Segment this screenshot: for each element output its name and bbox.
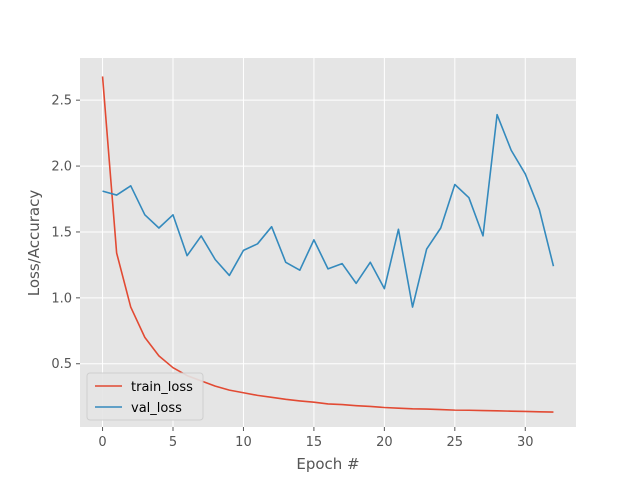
series-line-val-loss [102, 113, 555, 308]
y-tick-label: 0.5 [51, 357, 72, 372]
y-axis-ticks: 0.5 1.0 1.5 2.0 2.5 [51, 94, 80, 372]
legend: train_loss val_loss [86, 372, 204, 421]
legend-label-train-loss: train_loss [131, 380, 193, 395]
y-tick-label: 1.0 [51, 291, 72, 306]
y-tick-label: 2.0 [51, 160, 72, 175]
series-line-train-loss [101, 76, 554, 413]
x-tick-label: 5 [169, 435, 177, 450]
series-lines [101, 76, 555, 413]
grid [80, 58, 576, 427]
plot-background [80, 58, 576, 427]
x-tick-label: 30 [517, 435, 534, 450]
x-tick-label: 20 [376, 435, 393, 450]
x-axis-label: Epoch # [296, 455, 359, 473]
x-tick-label: 0 [98, 435, 106, 450]
y-tick-label: 2.5 [51, 94, 72, 109]
x-axis-ticks: 0 5 10 15 20 25 30 [98, 427, 534, 450]
legend-label-val-loss: val_loss [131, 401, 182, 416]
x-tick-label: 25 [447, 435, 464, 450]
x-tick-label: 10 [235, 435, 252, 450]
x-tick-label: 15 [306, 435, 323, 450]
legend-box [86, 372, 204, 421]
y-tick-label: 1.5 [51, 225, 72, 240]
y-axis-label: Loss/Accuracy [25, 190, 43, 297]
